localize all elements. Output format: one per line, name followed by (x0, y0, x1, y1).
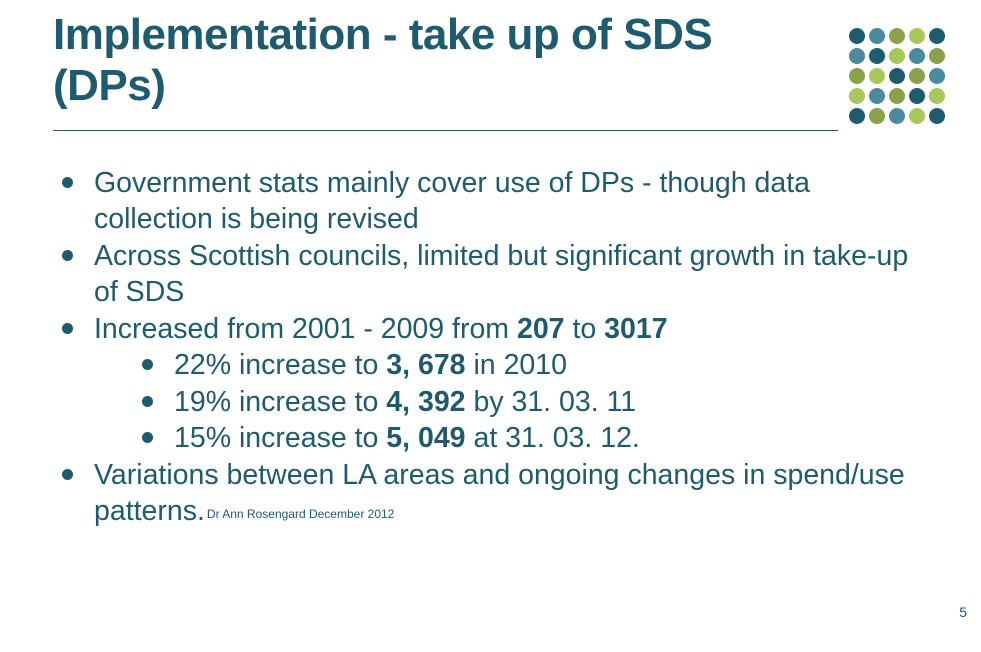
decor-dot (889, 68, 905, 84)
decor-dot (909, 28, 925, 44)
bullet-text: in 2010 (466, 349, 567, 381)
bullet-text: Across Scottish councils, limited but si… (94, 240, 908, 308)
bold-number: 207 (517, 313, 565, 345)
bullet-text: at 31. 03. 12. (466, 422, 640, 454)
decor-dot (929, 108, 945, 124)
bullet-text: 22% increase to (174, 349, 386, 381)
decor-dot (909, 108, 925, 124)
decor-dot (929, 48, 945, 64)
bold-number: 4, 392 (386, 386, 465, 418)
decor-dot (869, 48, 885, 64)
decor-dot (849, 108, 865, 124)
decor-dot (849, 28, 865, 44)
decor-dot (849, 68, 865, 84)
page-number: 5 (959, 604, 967, 620)
bold-number: 3017 (604, 313, 667, 345)
slide-body: Government stats mainly cover use of DPs… (62, 165, 922, 530)
slide: Implementation - take up of SDS (DPs) Go… (0, 0, 981, 652)
decor-dot (889, 48, 905, 64)
decor-dot (889, 88, 905, 104)
decor-dot (909, 68, 925, 84)
bullet-list: Government stats mainly cover use of DPs… (62, 165, 922, 530)
bullet-text: to (565, 313, 605, 345)
slide-title: Implementation - take up of SDS (DPs) (53, 10, 833, 111)
decor-dot (929, 88, 945, 104)
bold-number: 3, 678 (386, 349, 465, 381)
decor-dot (869, 108, 885, 124)
sub-bullet-item: 19% increase to 4, 392 by 31. 03. 11 (142, 384, 922, 420)
bullet-item: Variations between LA areas and ongoing … (62, 457, 922, 530)
bullet-text: Government stats mainly cover use of DPs… (94, 167, 810, 235)
title-underline (53, 130, 838, 131)
sub-bullet-list: 22% increase to 3, 678 in 2010 19% incre… (94, 347, 922, 456)
bullet-item: Government stats mainly cover use of DPs… (62, 165, 922, 238)
bullet-text: 19% increase to (174, 386, 386, 418)
decor-dot (869, 28, 885, 44)
decor-dot (929, 68, 945, 84)
decor-dot (909, 88, 925, 104)
decor-dot (929, 28, 945, 44)
bold-number: 5, 049 (386, 422, 465, 454)
corner-dots-decoration (849, 28, 969, 148)
decor-dot (869, 68, 885, 84)
decor-dot (869, 88, 885, 104)
sub-bullet-item: 22% increase to 3, 678 in 2010 (142, 347, 922, 383)
bullet-text: by 31. 03. 11 (466, 386, 637, 418)
decor-dot (849, 48, 865, 64)
bullet-text: Increased from 2001 - 2009 from (94, 313, 517, 345)
decor-dot (889, 108, 905, 124)
bullet-text: 15% increase to (174, 422, 386, 454)
decor-dot (889, 28, 905, 44)
bullet-item: Increased from 2001 - 2009 from 207 to 3… (62, 311, 922, 457)
bullet-item: Across Scottish councils, limited but si… (62, 238, 922, 311)
sub-bullet-item: 15% increase to 5, 049 at 31. 03. 12. (142, 420, 922, 456)
footer-credit: Dr Ann Rosengard December 2012 (205, 507, 394, 521)
decor-dot (849, 88, 865, 104)
decor-dot (909, 48, 925, 64)
